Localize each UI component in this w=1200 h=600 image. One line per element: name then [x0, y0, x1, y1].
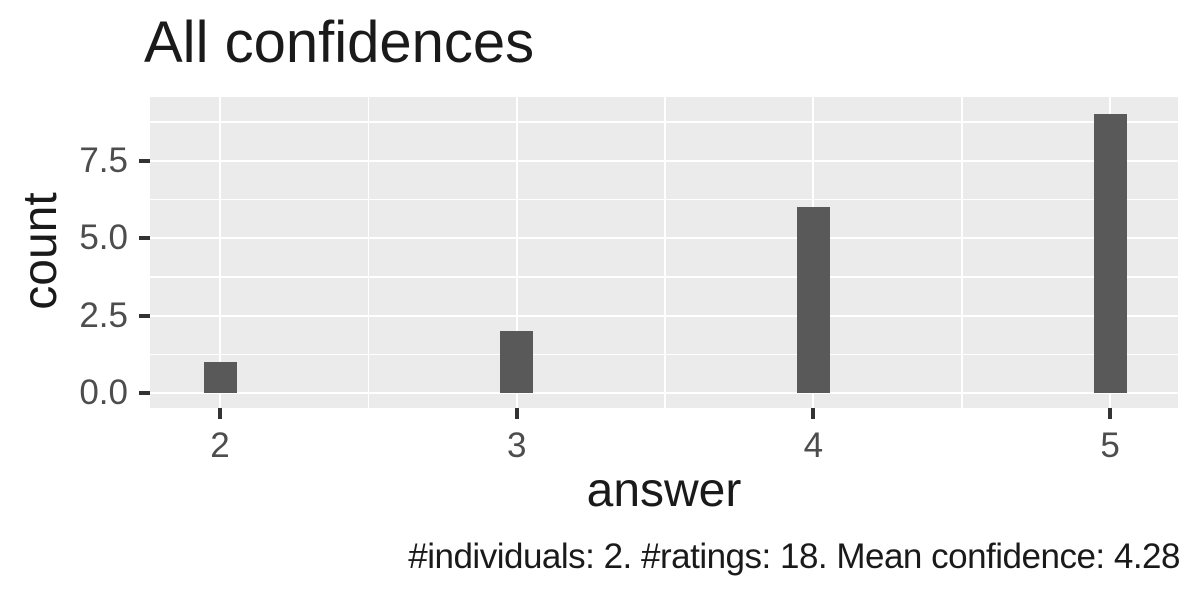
bar-x4	[796, 207, 830, 393]
gridline-major-y	[150, 159, 1178, 162]
bar-x2	[203, 362, 237, 393]
x-tick-mark	[514, 408, 519, 419]
gridline-major-y	[150, 314, 1178, 317]
y-tick-label: 7.5	[79, 140, 128, 180]
x-axis-title: answer	[586, 464, 742, 517]
gridline-major-x	[219, 97, 221, 408]
y-tick-label: 5.0	[79, 218, 128, 257]
gridline-minor-y	[150, 198, 1178, 200]
gridline-minor-x	[367, 97, 370, 408]
gridline-major-y	[150, 392, 1178, 394]
y-tick-mark	[139, 391, 150, 395]
x-tick-mark	[811, 408, 816, 419]
bar-x3	[500, 331, 534, 393]
x-tick-mark	[218, 408, 222, 419]
gridline-minor-y	[150, 121, 1178, 123]
y-tick-mark	[139, 158, 150, 163]
x-tick-label: 5	[1100, 426, 1120, 465]
x-tick-label: 3	[506, 426, 527, 465]
gridline-minor-y	[150, 353, 1178, 355]
y-tick-label: 2.5	[79, 295, 128, 335]
gridline-major-y	[150, 237, 1178, 239]
chart-caption: #individuals: 2. #ratings: 18. Mean conf…	[408, 537, 1180, 576]
gridline-minor-x	[664, 97, 666, 408]
gridline-minor-y	[150, 276, 1178, 278]
x-tick-mark	[1108, 408, 1113, 419]
bar-x5	[1093, 114, 1127, 393]
gridline-major-x	[515, 97, 518, 408]
plot-panel	[150, 97, 1178, 408]
chart-title: All confidences	[144, 10, 535, 75]
y-tick-mark	[139, 313, 150, 318]
gridline-minor-x	[961, 97, 963, 408]
x-tick-label: 4	[803, 426, 824, 465]
y-tick-mark	[139, 236, 150, 240]
x-tick-label: 2	[210, 426, 230, 465]
y-tick-label: 0.0	[79, 373, 128, 412]
